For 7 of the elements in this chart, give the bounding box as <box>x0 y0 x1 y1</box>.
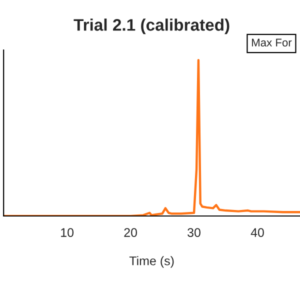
x-tick-label: 20 <box>124 228 137 237</box>
x-axis-title: Time (s) <box>129 256 174 268</box>
x-tick-label: 10 <box>61 228 74 237</box>
x-tick-label: 40 <box>250 228 264 237</box>
chart-title: Trial 2.1 (calibrated) <box>74 18 230 34</box>
x-tick-label: 30 <box>188 228 200 237</box>
text: Max For <box>252 38 292 46</box>
